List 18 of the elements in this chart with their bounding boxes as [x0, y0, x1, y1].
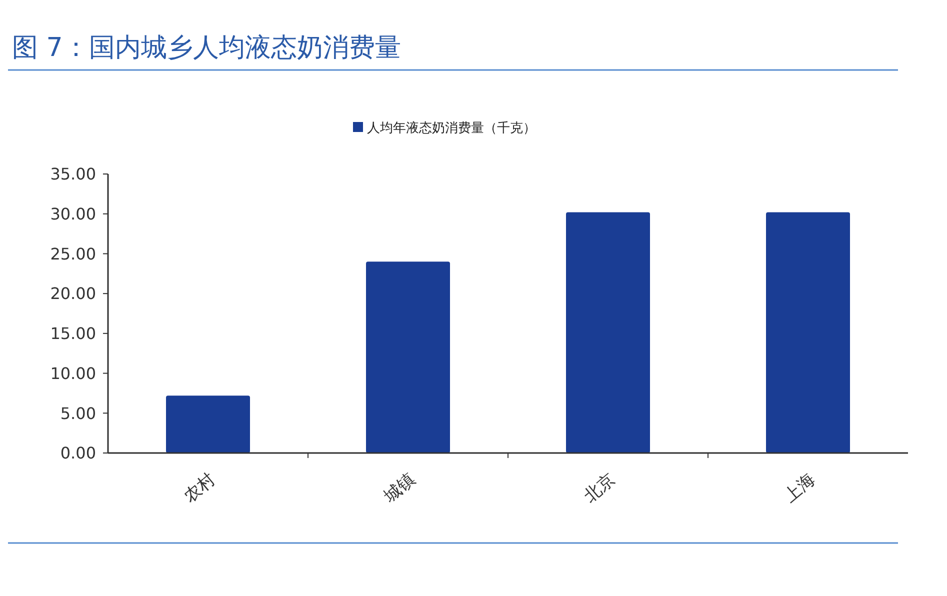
- bar: [766, 212, 850, 453]
- y-tick-label: 25.00: [50, 244, 96, 264]
- bar: [566, 212, 650, 453]
- y-tick-label: 10.00: [50, 364, 96, 383]
- y-tick-label: 0.00: [60, 444, 96, 463]
- x-tick-label: 北京: [580, 470, 620, 507]
- chart-title: 图 7：国内城乡人均液态奶消费量: [12, 33, 401, 63]
- y-tick-label: 30.00: [50, 204, 96, 224]
- bar: [166, 396, 250, 453]
- x-tick-label: 上海: [780, 470, 820, 507]
- y-tick-label: 20.00: [50, 284, 96, 304]
- x-tick-label: 城镇: [380, 470, 420, 508]
- y-tick-label: 5.00: [60, 404, 96, 423]
- y-tick-label: 15.00: [50, 324, 96, 344]
- x-tick-label: 农村: [180, 470, 220, 507]
- bar: [366, 262, 450, 453]
- y-tick-label: 35.00: [50, 164, 96, 184]
- legend-label: 人均年液态奶消费量（千克）: [367, 121, 536, 136]
